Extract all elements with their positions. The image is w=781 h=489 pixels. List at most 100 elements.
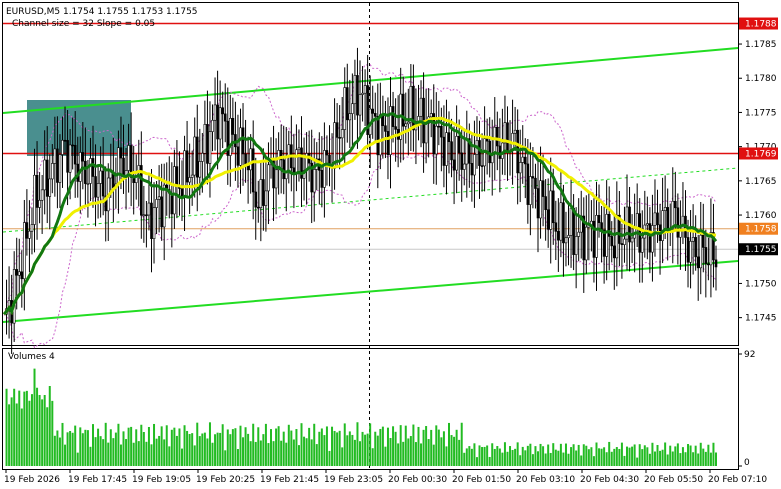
candle-body <box>595 214 598 258</box>
candle-body <box>353 75 357 105</box>
candle-body <box>559 202 563 241</box>
candle-body <box>89 158 92 184</box>
candle-body <box>160 196 163 228</box>
time-label: 19 Feb 17:45 <box>68 475 127 485</box>
candle-body <box>190 174 194 178</box>
price-tag-bg <box>739 147 778 160</box>
price-tick-label: 1.1745 <box>745 314 777 324</box>
candle-body <box>518 162 522 174</box>
price-tags: 1.1788 1.1769 1.1758 1.1755 <box>739 17 778 256</box>
candle-body <box>564 237 568 244</box>
candle-body <box>391 106 395 127</box>
candle-body <box>691 237 695 242</box>
time-label: 20 Feb 04:30 <box>580 475 639 485</box>
candle-body <box>457 135 461 154</box>
volume-title: Volumes 4 <box>8 352 55 362</box>
candle-body <box>386 131 390 155</box>
candle-body <box>689 241 692 263</box>
candle-body <box>529 176 532 205</box>
candle-body <box>366 85 369 135</box>
candle-body <box>338 137 341 139</box>
candle-body <box>460 152 464 170</box>
candle-body <box>147 202 151 216</box>
candle-body <box>379 114 382 156</box>
candle-body <box>51 163 54 180</box>
candle-body <box>523 156 527 165</box>
candle-body <box>485 138 489 142</box>
candle-body <box>335 122 339 138</box>
candle-body <box>81 152 85 162</box>
candle-body <box>407 121 410 125</box>
candle-body <box>544 196 547 211</box>
candle-body <box>371 108 375 114</box>
price-tag-label: 1.1788 <box>745 20 777 30</box>
candle-body <box>656 212 659 226</box>
time-label: 19 Feb 19:05 <box>132 475 191 485</box>
channel-lower <box>2 260 739 323</box>
candle-body <box>506 122 509 154</box>
volume-tick-max: 92 <box>744 350 755 360</box>
candle-body <box>674 200 677 209</box>
candle-body <box>279 150 283 161</box>
candle-body <box>58 154 62 183</box>
candle-body <box>66 140 69 173</box>
candle-body <box>91 158 95 177</box>
candle-body <box>526 163 530 205</box>
candle-body <box>429 113 433 118</box>
candle-body <box>620 243 624 245</box>
candle-body <box>554 222 558 232</box>
candle-body <box>198 161 202 178</box>
candle-body <box>358 94 362 116</box>
candle-body <box>546 209 550 230</box>
candle-body <box>389 106 392 155</box>
candle-body <box>646 223 649 226</box>
candle-body <box>447 132 451 143</box>
candle-body <box>185 150 189 183</box>
candle-body <box>96 183 100 198</box>
candle-body <box>310 162 313 193</box>
highlight-zone <box>27 100 131 156</box>
candle-body <box>262 179 265 206</box>
candle-body <box>343 87 347 130</box>
candle-body <box>175 166 179 186</box>
candle-body <box>536 188 540 219</box>
candle-body <box>25 222 29 239</box>
candle-body <box>284 155 288 180</box>
candle-body <box>437 125 441 128</box>
candle-body <box>195 136 199 178</box>
candle-body <box>440 126 443 138</box>
candle-body <box>676 207 680 238</box>
candle-body <box>12 269 16 324</box>
candle-body <box>84 160 87 184</box>
candle-body <box>394 126 397 130</box>
candle-body <box>503 122 507 144</box>
candle-body <box>513 129 517 134</box>
candle-body <box>239 127 242 166</box>
candle-body <box>640 237 644 253</box>
candle-body <box>71 144 74 147</box>
candle-body <box>363 85 367 94</box>
candle-body <box>256 206 260 209</box>
candle-body <box>569 207 573 236</box>
candle-body <box>630 237 634 243</box>
candle-body <box>300 147 303 179</box>
candle-body <box>707 263 710 266</box>
candle-body <box>618 214 621 244</box>
channel-info: Channel size = 32 Slope = 0.05 <box>12 19 155 29</box>
candle-body <box>557 231 560 241</box>
candle-body <box>419 97 423 117</box>
candle-body <box>401 93 405 127</box>
candle-body <box>663 207 667 211</box>
candle-body <box>470 163 474 176</box>
candle-body <box>696 256 700 269</box>
time-label: 20 Feb 01:50 <box>452 475 511 485</box>
candle-body <box>445 132 448 166</box>
candle-body <box>155 199 158 208</box>
candle-body <box>86 183 90 185</box>
candle-body <box>714 259 718 268</box>
candle-body <box>297 147 301 151</box>
channel-mid <box>2 167 739 233</box>
candle-body <box>478 140 481 166</box>
candle-body <box>193 136 197 176</box>
